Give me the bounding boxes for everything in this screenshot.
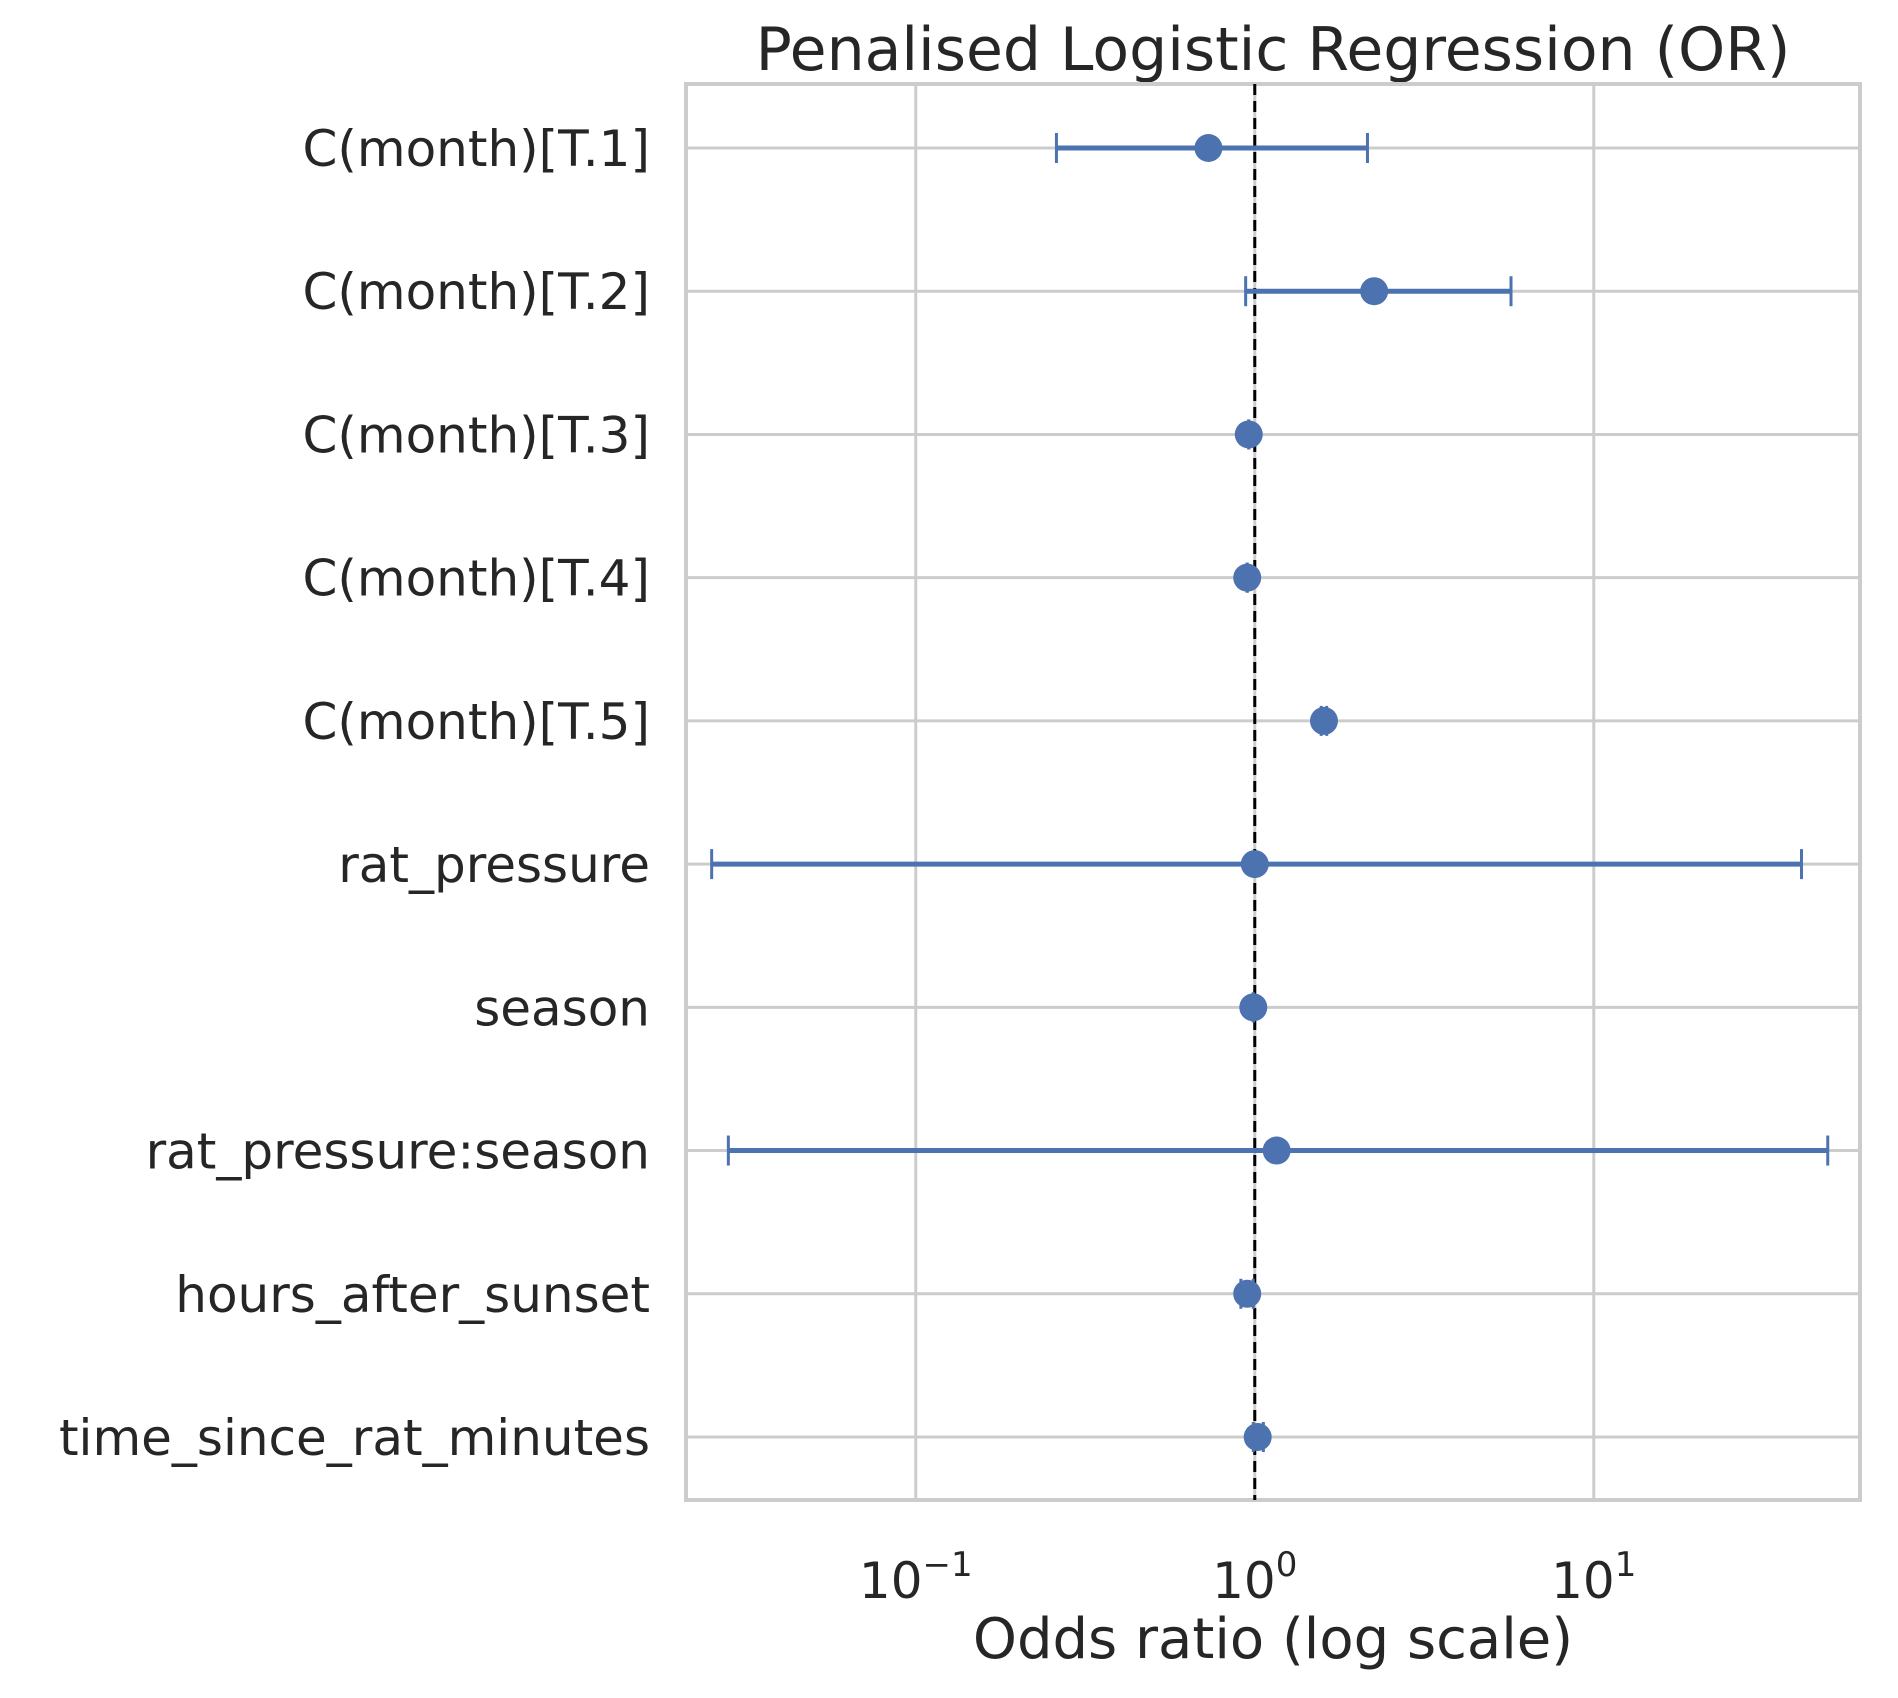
x-tick-label: 100 <box>1212 1545 1297 1610</box>
or-point <box>1243 1423 1272 1451</box>
or-point <box>1309 706 1338 735</box>
y-tick-label: rat_pressure <box>338 836 650 894</box>
error-bars <box>710 133 1830 1452</box>
y-tick-label: season <box>474 979 650 1037</box>
y-tick-label: C(month)[T.1] <box>302 120 650 178</box>
y-tick-label: C(month)[T.2] <box>302 263 650 321</box>
y-tick-label: time_since_rat_minutes <box>59 1409 650 1467</box>
x-tick-label: 101 <box>1551 1545 1636 1610</box>
grid <box>686 84 1860 1500</box>
y-tick-label: C(month)[T.4] <box>302 550 650 608</box>
or-point <box>1360 277 1389 306</box>
or-point <box>1239 993 1268 1022</box>
or-point <box>1233 563 1262 592</box>
x-axis-label: Odds ratio (log scale) <box>973 1607 1573 1672</box>
y-tick-label: hours_after_sunset <box>175 1266 650 1324</box>
or-point <box>1234 420 1263 449</box>
x-tick-label: 10−1 <box>859 1545 973 1610</box>
y-tick-label: rat_pressure:season <box>146 1123 650 1181</box>
x-axis-tick-labels: 10−1 100 101 <box>859 1545 1637 1610</box>
y-tick-label: C(month)[T.5] <box>302 693 650 751</box>
plot-area-frame <box>684 82 1862 1502</box>
or-point <box>1240 850 1269 879</box>
or-point <box>1194 134 1223 162</box>
chart-title: Penalised Logistic Regression (OR) <box>756 15 1791 85</box>
y-axis-tick-labels: C(month)[T.1] C(month)[T.2] C(month)[T.3] C… <box>59 120 650 1467</box>
y-tick-label: C(month)[T.3] <box>302 406 650 464</box>
or-point <box>1233 1279 1262 1308</box>
or-point <box>1262 1136 1291 1165</box>
